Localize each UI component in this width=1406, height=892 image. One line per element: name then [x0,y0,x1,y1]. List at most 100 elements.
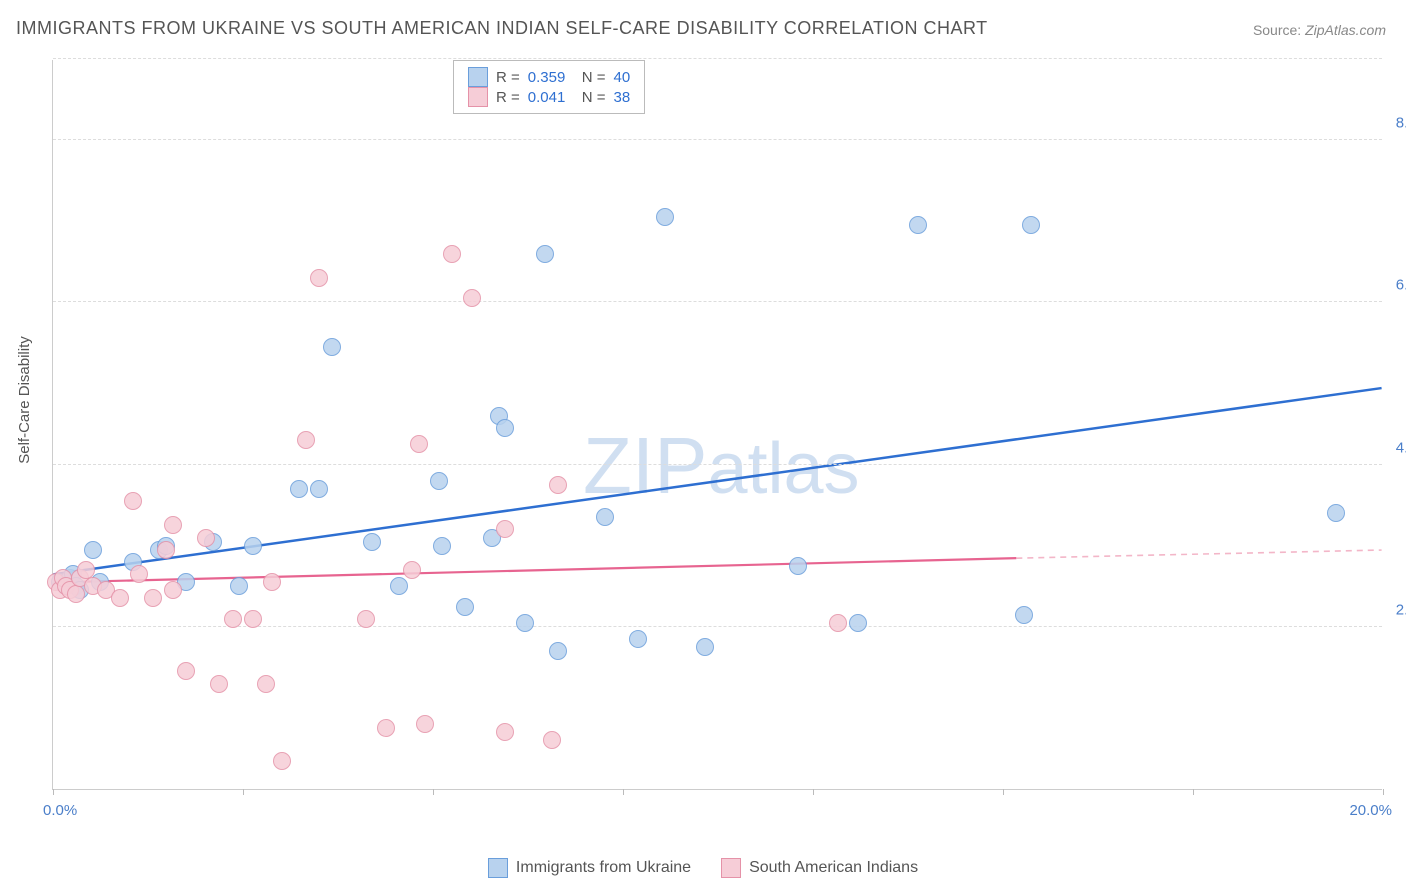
gridline [53,58,1382,59]
trend-lines [53,60,1382,789]
x-axis-min-label: 0.0% [43,802,77,819]
data-point-south_american [403,561,421,579]
data-point-south_american [144,589,162,607]
data-point-south_american [410,435,428,453]
data-point-south_american [273,752,291,770]
data-point-south_american [224,610,242,628]
data-point-south_american [164,516,182,534]
y-tick-label: 6.0% [1396,277,1406,294]
data-point-ukraine [536,245,554,263]
data-point-south_american [157,541,175,559]
data-point-south_american [377,719,395,737]
plot-area: ZIPatlas R =0.359N =40R =0.041N =38 0.0%… [52,60,1382,790]
data-point-ukraine [430,472,448,490]
x-tick [1003,789,1004,795]
data-point-ukraine [849,614,867,632]
data-point-ukraine [696,638,714,656]
data-point-south_american [67,585,85,603]
series-legend: Immigrants from Ukraine South American In… [0,858,1406,878]
y-tick-label: 4.0% [1396,439,1406,456]
stats-legend-row-ukraine: R = 0.359 N = 40 [468,67,630,87]
stats-legend-row-south_american: R = 0.041 N = 38 [468,87,630,107]
n-label: N = [582,89,606,106]
data-point-ukraine [433,537,451,555]
r-label: R = [496,89,520,106]
source-label: Source: [1253,22,1301,38]
legend-item-south_american: South American Indians [721,858,918,878]
data-point-ukraine [1015,606,1033,624]
data-point-ukraine [84,541,102,559]
source-value: ZipAtlas.com [1305,22,1386,38]
r-value: 0.359 [528,69,574,86]
n-value: 40 [614,69,631,86]
data-point-south_american [111,589,129,607]
x-tick [1193,789,1194,795]
data-point-south_american [130,565,148,583]
n-label: N = [582,69,606,86]
x-tick [813,789,814,795]
data-point-ukraine [1022,216,1040,234]
y-tick-label: 2.0% [1396,601,1406,618]
r-value: 0.041 [528,89,574,106]
data-point-south_american [210,675,228,693]
data-point-south_american [443,245,461,263]
data-point-south_american [463,289,481,307]
data-point-ukraine [496,419,514,437]
data-point-south_american [310,269,328,287]
source-attribution: Source: ZipAtlas.com [1253,22,1386,38]
chart-title: IMMIGRANTS FROM UKRAINE VS SOUTH AMERICA… [16,18,988,39]
data-point-south_american [197,529,215,547]
stats-legend: R = 0.359 N = 40 R = 0.041 N = 38 [453,60,645,114]
data-point-south_american [263,573,281,591]
swatch-ukraine [468,67,488,87]
data-point-ukraine [230,577,248,595]
x-tick [53,789,54,795]
data-point-ukraine [596,508,614,526]
gridline [53,301,1382,302]
data-point-ukraine [549,642,567,660]
n-value: 38 [614,89,631,106]
data-point-south_american [357,610,375,628]
data-point-south_american [257,675,275,693]
data-point-south_american [496,723,514,741]
x-tick [623,789,624,795]
data-point-ukraine [516,614,534,632]
data-point-south_american [543,731,561,749]
data-point-ukraine [789,557,807,575]
data-point-ukraine [244,537,262,555]
y-axis-title: Self-Care Disability [16,336,33,464]
swatch-ukraine [488,858,508,878]
data-point-south_american [416,715,434,733]
y-tick-label: 8.0% [1396,115,1406,132]
swatch-south_american [468,87,488,107]
watermark: ZIPatlas [583,420,860,512]
data-point-south_american [244,610,262,628]
data-point-ukraine [323,338,341,356]
data-point-south_american [124,492,142,510]
data-point-ukraine [290,480,308,498]
gridline [53,464,1382,465]
data-point-ukraine [456,598,474,616]
data-point-ukraine [390,577,408,595]
legend-label: South American Indians [749,859,918,877]
x-tick [243,789,244,795]
data-point-south_american [549,476,567,494]
data-point-ukraine [363,533,381,551]
data-point-south_american [297,431,315,449]
x-tick [1383,789,1384,795]
data-point-ukraine [656,208,674,226]
x-tick [433,789,434,795]
legend-item-ukraine: Immigrants from Ukraine [488,858,691,878]
r-label: R = [496,69,520,86]
swatch-south_american [721,858,741,878]
legend-label: Immigrants from Ukraine [516,859,691,877]
gridline [53,139,1382,140]
data-point-ukraine [629,630,647,648]
data-point-ukraine [310,480,328,498]
data-point-south_american [829,614,847,632]
data-point-ukraine [909,216,927,234]
data-point-south_american [177,662,195,680]
data-point-ukraine [1327,504,1345,522]
x-axis-max-label: 20.0% [1349,802,1392,819]
data-point-south_american [164,581,182,599]
